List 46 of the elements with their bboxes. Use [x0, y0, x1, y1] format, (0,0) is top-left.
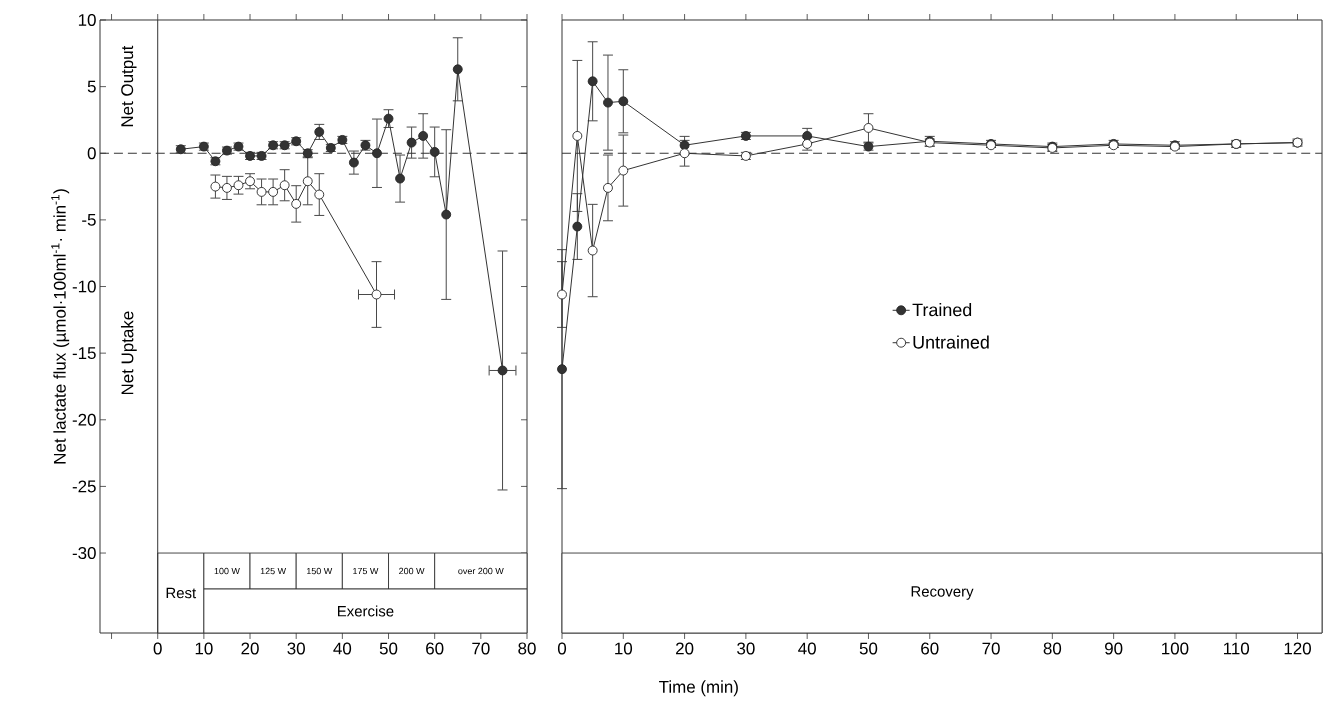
- x-tick-label: 50: [859, 642, 878, 655]
- x-tick-label: 70: [982, 642, 1000, 655]
- x-axis-title: Time (min): [659, 680, 738, 697]
- y-tick-label: -10: [72, 280, 96, 293]
- x-tick-label: 40: [798, 642, 816, 655]
- annotation: Net Uptake: [120, 311, 137, 395]
- x-tick-label: 50: [379, 642, 398, 655]
- x-tick-label: 20: [241, 642, 259, 655]
- y-tick-label: 0: [87, 147, 96, 160]
- y-tick-label: -20: [72, 413, 96, 426]
- annotation: Net Output: [121, 45, 137, 127]
- y-axis-title: Net lactate flux (µmol·100ml$^{-1}$· min$^{-1}$): [51, 189, 70, 464]
- band-label: 175 W: [353, 567, 379, 575]
- band-label: 150 W: [307, 567, 333, 575]
- y-tick-label: 5: [87, 80, 96, 93]
- x-tick-label: 120: [1284, 642, 1311, 655]
- x-tick-label: 0: [557, 642, 567, 655]
- x-tick-label: 100: [1162, 642, 1189, 655]
- x-tick-label: 10: [615, 642, 633, 655]
- legend-label: Untrained: [913, 335, 989, 349]
- x-tick-label: 30: [287, 642, 305, 655]
- x-tick-label: 80: [1043, 642, 1062, 655]
- band-label: 100 W: [214, 567, 240, 575]
- x-tick-label: 110: [1224, 642, 1250, 655]
- x-tick-label: 30: [737, 642, 755, 655]
- x-tick-label: 10: [195, 642, 213, 655]
- y-tick-label: -5: [82, 213, 96, 226]
- x-tick-label: 70: [472, 642, 490, 655]
- band-label: Rest: [166, 587, 197, 599]
- band-label: over 200 W: [458, 567, 504, 575]
- y-tick-label: -15: [72, 347, 96, 360]
- x-tick-label: 60: [426, 642, 444, 655]
- x-tick-label: 60: [921, 642, 939, 655]
- band-label: Exercise: [338, 605, 394, 617]
- legend-label: Trained: [912, 303, 972, 317]
- band-label: 200 W: [399, 567, 425, 575]
- x-tick-label: 0: [153, 642, 162, 655]
- y-tick-label: 10: [78, 14, 96, 26]
- band-label: 125 W: [260, 567, 287, 575]
- x-tick-label: 20: [676, 642, 694, 655]
- x-tick-label: 40: [333, 642, 352, 655]
- band-label: Recovery: [911, 586, 974, 600]
- y-tick-label: -25: [72, 480, 96, 493]
- y-tick-label: -30: [72, 547, 96, 560]
- x-tick-label: 80: [518, 642, 536, 655]
- x-tick-label: 90: [1105, 642, 1123, 655]
